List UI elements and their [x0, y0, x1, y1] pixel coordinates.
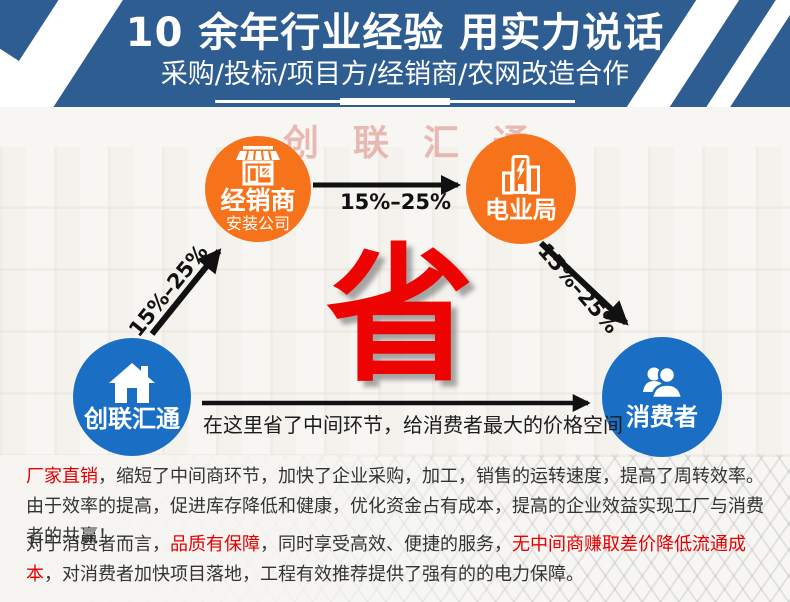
house-icon: [109, 363, 155, 403]
paragraph1-text: ，缩短了中间商环节，加快了企业采购，加工，销售的运转速度，提高了周转效率。由于效…: [26, 466, 764, 547]
page-title: 10 余年行业经验 用实力说话: [125, 10, 665, 56]
company-node: 创联汇通: [73, 338, 191, 456]
banner-subtitle: 采购/投标/项目方/经销商/农网改造合作: [160, 59, 630, 90]
paragraph2-text-2: ，同时享受高效、便捷的服务，: [260, 534, 512, 555]
consumer-label: 消费者: [626, 403, 698, 431]
dealer-label: 经销商: [220, 185, 296, 215]
rate-dealer-to-power: 15%–25%: [340, 190, 452, 214]
fence-photo: [0, 455, 790, 602]
highlight-quality-guarantee: 品质有保障: [170, 534, 260, 555]
paragraph-manufacturer-direct: 厂家直销，缩短了中间商环节，加快了企业采购，加工，销售的运转速度，提高了周转效率…: [26, 462, 776, 552]
bottom-arrow-caption: 在这里省了中间环节，给消费者最大的价格空间: [203, 413, 623, 437]
consumer-node: 消费者: [602, 337, 722, 457]
highlight-no-middleman: 无中间商赚取差价降低流通成本: [26, 534, 746, 585]
paragraph2-text-3: ，对消费者加快项目落地，工程有效推荐提供了强有的的电力保障。: [44, 564, 584, 585]
paragraph2-text-1: 对于消费者而言，: [26, 534, 170, 555]
save-character: 省: [326, 230, 474, 402]
power-bureau-label: 电业局: [485, 196, 557, 224]
power-building-icon: [502, 155, 540, 195]
top-banner: 10 余年行业经验 用实力说话 采购/投标/项目方/经销商/农网改造合作: [0, 0, 790, 107]
banner-divider: [215, 98, 575, 105]
paragraph-consumer-benefit: 对于消费者而言，品质有保障，同时享受高效、便捷的服务，无中间商赚取差价降低流通成…: [26, 530, 776, 590]
company-label: 创联汇通: [84, 405, 180, 433]
people-icon: [643, 365, 684, 400]
highlight-factory-direct: 厂家直销: [26, 466, 98, 487]
storefront-icon: [236, 145, 280, 185]
power-bureau-node: 电业局: [466, 134, 576, 244]
dealer-sublabel: 安装公司: [225, 213, 290, 233]
dealer-node: 经销商 安装公司: [205, 136, 311, 242]
